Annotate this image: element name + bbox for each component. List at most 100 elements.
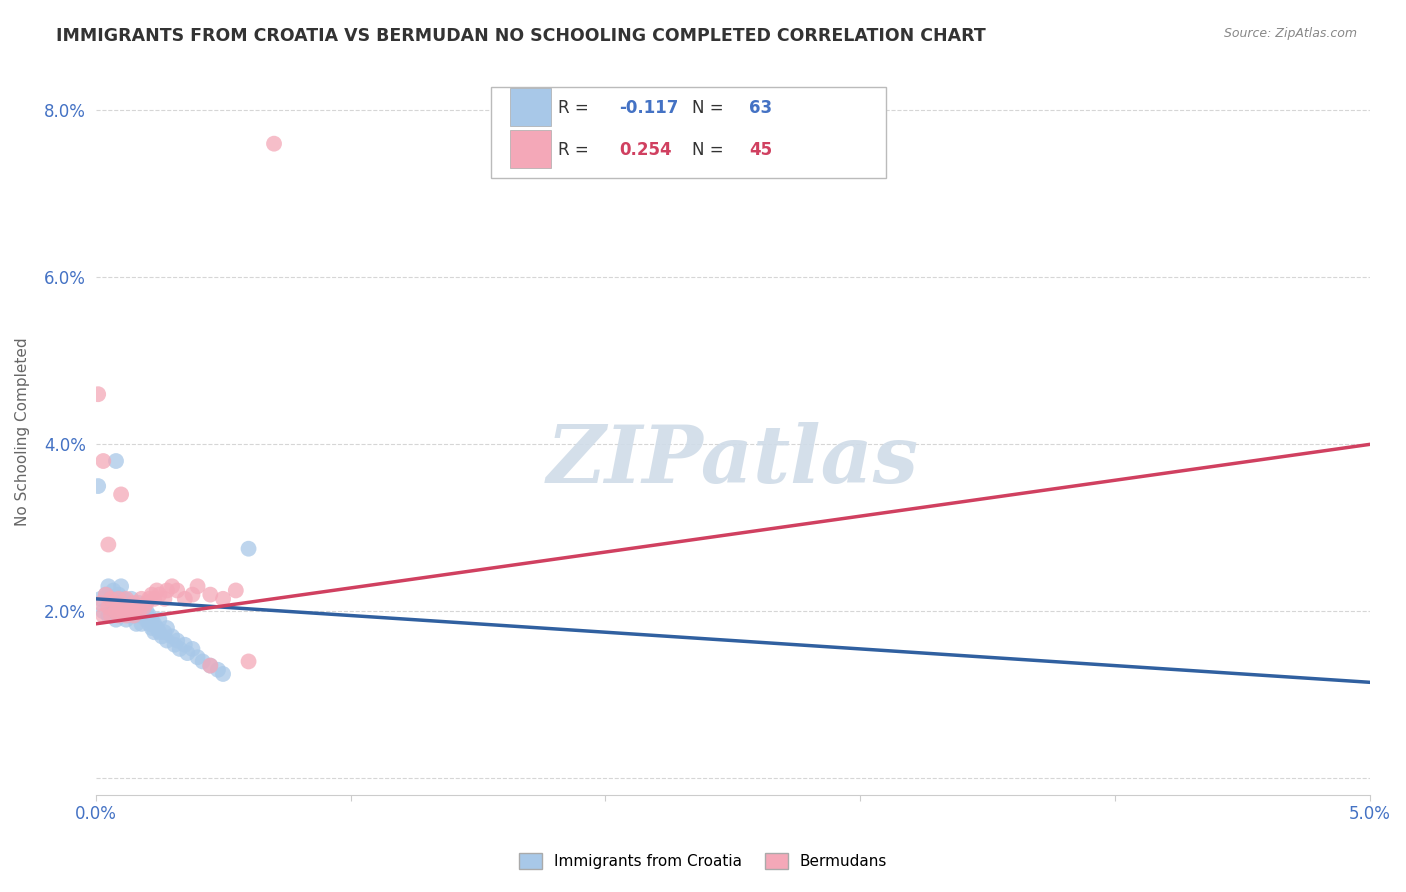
Point: [105, 613, 128, 627]
Point: [176, 646, 198, 660]
Text: R =: R =: [558, 99, 595, 118]
Point: [148, 625, 170, 640]
Point: [105, 454, 128, 468]
Legend: Immigrants from Croatia, Bermudans: Immigrants from Croatia, Bermudans: [513, 847, 893, 875]
Point: [118, 600, 141, 615]
Point: [125, 600, 148, 615]
Point: [103, 583, 125, 598]
Point: [105, 591, 128, 606]
Point: [97, 537, 120, 551]
Point: [143, 625, 166, 640]
Point: [122, 608, 145, 623]
Point: [128, 604, 150, 618]
Point: [112, 604, 135, 618]
Point: [107, 600, 129, 615]
Point: [132, 608, 155, 623]
Point: [100, 591, 122, 606]
Point: [105, 604, 128, 618]
Point: [200, 658, 222, 673]
Point: [112, 604, 135, 618]
Point: [91, 454, 114, 468]
Point: [90, 596, 112, 610]
Point: [132, 600, 155, 615]
Point: [91, 608, 114, 623]
Point: [146, 583, 169, 598]
Point: [107, 608, 129, 623]
Point: [141, 588, 163, 602]
Point: [138, 616, 160, 631]
Point: [132, 600, 155, 615]
Point: [120, 604, 142, 618]
Point: [148, 588, 170, 602]
Point: [110, 579, 132, 593]
Point: [107, 591, 129, 606]
Point: [148, 613, 170, 627]
Point: [128, 608, 150, 623]
Point: [141, 621, 163, 635]
Point: [156, 633, 179, 648]
Point: [225, 583, 247, 598]
Point: [173, 591, 195, 606]
Point: [90, 591, 112, 606]
Text: 0.254: 0.254: [620, 141, 672, 159]
Point: [125, 604, 148, 618]
Point: [169, 641, 191, 656]
Point: [263, 136, 285, 151]
Y-axis label: No Schooling Completed: No Schooling Completed: [15, 337, 30, 526]
Text: -0.117: -0.117: [620, 99, 679, 118]
Point: [163, 638, 186, 652]
Point: [160, 629, 183, 643]
Point: [120, 604, 142, 618]
Point: [100, 596, 122, 610]
Point: [166, 583, 188, 598]
Point: [112, 591, 135, 606]
Point: [103, 604, 125, 618]
Point: [115, 608, 138, 623]
Point: [153, 625, 176, 640]
Point: [97, 600, 120, 615]
Point: [146, 621, 169, 635]
Text: 45: 45: [749, 141, 772, 159]
Point: [135, 604, 157, 618]
Point: [100, 608, 122, 623]
FancyBboxPatch shape: [491, 87, 886, 178]
Point: [118, 608, 141, 623]
Point: [131, 604, 153, 618]
Text: 63: 63: [749, 99, 772, 118]
Point: [150, 629, 173, 643]
Text: IMMIGRANTS FROM CROATIA VS BERMUDAN NO SCHOOLING COMPLETED CORRELATION CHART: IMMIGRANTS FROM CROATIA VS BERMUDAN NO S…: [56, 27, 986, 45]
Point: [200, 658, 222, 673]
Point: [87, 479, 110, 493]
Point: [122, 608, 145, 623]
Point: [128, 596, 150, 610]
Point: [115, 600, 138, 615]
FancyBboxPatch shape: [510, 88, 551, 126]
Text: N =: N =: [692, 99, 728, 118]
Point: [212, 667, 235, 681]
Point: [200, 588, 222, 602]
Point: [173, 638, 195, 652]
Point: [187, 650, 209, 665]
Point: [156, 621, 179, 635]
Point: [122, 596, 145, 610]
Point: [156, 583, 179, 598]
Point: [118, 596, 141, 610]
Point: [138, 591, 160, 606]
Point: [181, 641, 204, 656]
Point: [135, 613, 157, 627]
Point: [115, 613, 138, 627]
Point: [115, 591, 138, 606]
Point: [110, 596, 132, 610]
Point: [153, 591, 176, 606]
Text: R =: R =: [558, 141, 595, 159]
Point: [94, 588, 117, 602]
Point: [97, 579, 120, 593]
FancyBboxPatch shape: [510, 129, 551, 168]
Point: [107, 588, 129, 602]
Point: [238, 655, 260, 669]
Point: [143, 616, 166, 631]
Text: ZIPatlas: ZIPatlas: [547, 422, 920, 500]
Point: [191, 655, 214, 669]
Text: N =: N =: [692, 141, 728, 159]
Point: [187, 579, 209, 593]
